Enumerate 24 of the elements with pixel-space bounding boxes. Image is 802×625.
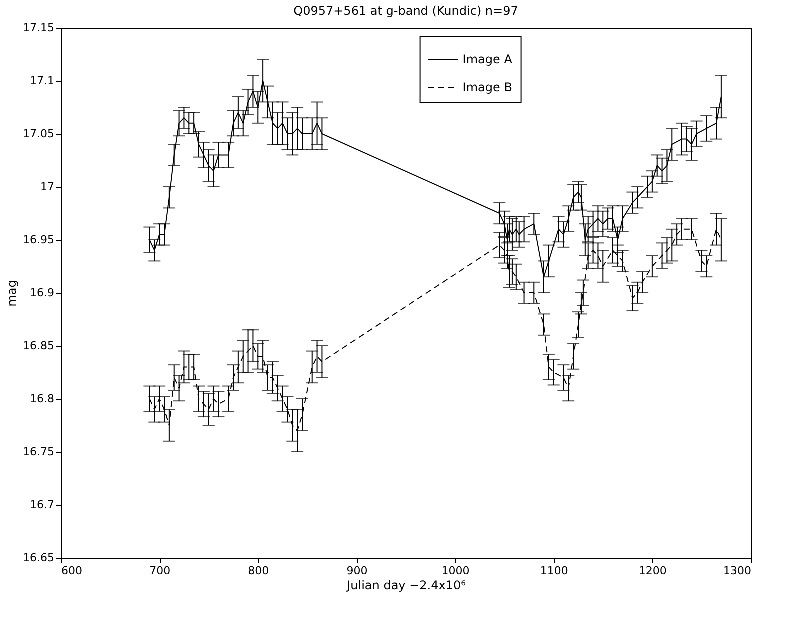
y-tick-label: 16.65: [23, 552, 54, 564]
x-tick-label: 1000: [442, 564, 470, 578]
x-tick-label: 600: [62, 564, 82, 578]
x-axis-title: Julian day −2.4x10⁶: [346, 578, 466, 592]
x-tick-label: 1300: [724, 564, 752, 578]
x-tick-label: 700: [150, 564, 171, 578]
y-tick-label: 16.9: [30, 286, 54, 300]
chart-title: Q0957+561 at g-band (Kundic) n=97: [294, 4, 518, 18]
x-tick-label: 800: [248, 564, 270, 578]
y-tick-label: 16.95: [23, 234, 54, 246]
y-tick-label: 16.85: [23, 340, 54, 352]
y-tick-label: 16.75: [23, 446, 54, 458]
y-tick-label: 16.7: [30, 498, 54, 512]
x-tick-label: 1100: [540, 564, 568, 578]
y-tick-label: 17.05: [23, 128, 54, 140]
legend-label: Image A: [462, 52, 514, 66]
y-tick-label: 16.8: [30, 392, 54, 406]
legend-label: Image B: [462, 80, 512, 94]
y-tick-label: 17: [40, 180, 54, 194]
y-tick-label: 17.1: [30, 74, 54, 88]
x-tick-label: 900: [346, 564, 368, 578]
y-axis-title: mag: [5, 280, 20, 307]
y-tick-label: 17.15: [23, 22, 54, 34]
x-tick-label: 1200: [638, 564, 667, 578]
